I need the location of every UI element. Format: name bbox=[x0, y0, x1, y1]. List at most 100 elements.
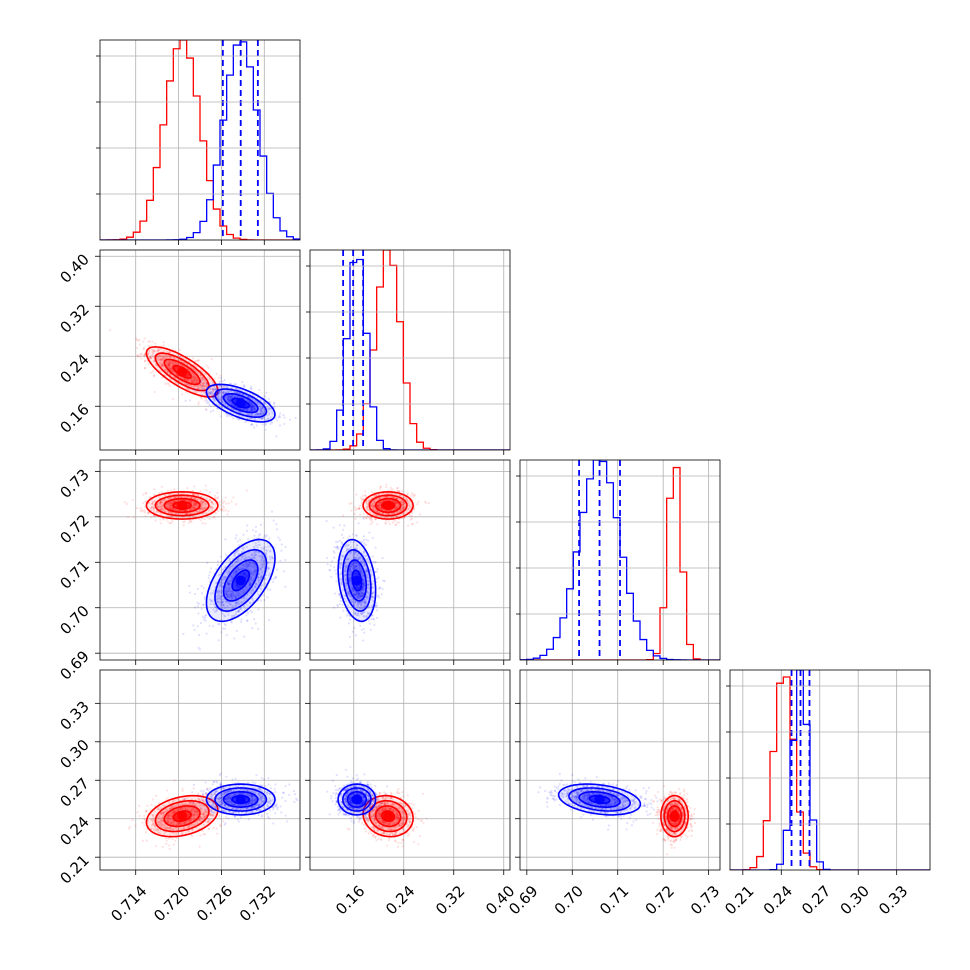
scatter-point bbox=[262, 593, 265, 597]
scatter-point bbox=[201, 616, 204, 619]
scatter-point bbox=[150, 516, 153, 519]
scatter-point bbox=[209, 391, 212, 394]
scatter-point bbox=[251, 611, 254, 614]
scatter-point bbox=[265, 422, 268, 426]
scatter-point bbox=[222, 391, 225, 395]
scatter-point bbox=[160, 358, 163, 362]
scatter-point bbox=[227, 396, 230, 399]
scatter-point bbox=[253, 409, 256, 412]
scatter-point bbox=[205, 382, 208, 385]
scatter-point bbox=[209, 404, 212, 408]
scatter-point bbox=[189, 499, 192, 503]
scatter-point bbox=[238, 415, 241, 418]
scatter-point bbox=[203, 384, 206, 388]
scatter-point bbox=[201, 384, 204, 388]
scatter-point bbox=[220, 395, 223, 398]
scatter-point bbox=[251, 403, 254, 406]
scatter-point bbox=[261, 423, 264, 426]
scatter-point bbox=[199, 490, 202, 493]
scatter-point bbox=[166, 503, 169, 506]
scatter-point bbox=[198, 387, 201, 390]
scatter-point bbox=[197, 504, 200, 507]
scatter-point bbox=[162, 356, 165, 359]
scatter-point bbox=[192, 515, 195, 518]
scatter-point bbox=[146, 353, 150, 356]
scatter-point bbox=[175, 500, 178, 503]
scatter-point bbox=[272, 577, 276, 580]
scatter-point bbox=[205, 385, 209, 388]
scatter-point bbox=[169, 355, 172, 358]
scatter-point bbox=[178, 363, 181, 366]
scatter-point bbox=[184, 377, 187, 381]
scatter-point bbox=[268, 537, 271, 540]
scatter-point bbox=[221, 505, 224, 508]
scatter-point bbox=[198, 517, 201, 521]
scatter-point bbox=[220, 499, 224, 502]
scatter-point bbox=[362, 535, 366, 538]
scatter-point bbox=[253, 407, 256, 410]
scatter-point bbox=[256, 413, 259, 416]
scatter-point bbox=[245, 489, 248, 492]
scatter-point bbox=[268, 407, 271, 410]
scatter-point bbox=[205, 497, 208, 500]
scatter-point bbox=[151, 352, 154, 355]
scatter-point bbox=[200, 500, 203, 503]
scatter-point bbox=[387, 520, 390, 523]
scatter-point bbox=[167, 506, 170, 509]
scatter-point bbox=[264, 424, 267, 427]
scatter-point bbox=[192, 381, 195, 384]
scatter-point bbox=[164, 368, 167, 371]
scatter-point bbox=[147, 511, 151, 515]
scatter-point bbox=[221, 501, 224, 505]
scatter-point bbox=[355, 493, 358, 496]
scatter-point bbox=[190, 496, 193, 500]
scatter-point bbox=[360, 501, 363, 504]
scatter-point bbox=[189, 520, 192, 523]
scatter-point bbox=[261, 407, 264, 410]
scatter-point bbox=[166, 489, 169, 493]
scatter-point bbox=[169, 496, 172, 499]
scatter-point bbox=[199, 384, 202, 387]
scatter-point bbox=[395, 523, 398, 526]
scatter-point bbox=[208, 491, 211, 494]
scatter-point bbox=[140, 352, 143, 356]
scatter-point bbox=[228, 400, 232, 403]
scatter-point bbox=[198, 510, 201, 513]
scatter-point bbox=[370, 491, 374, 494]
scatter-point bbox=[239, 411, 242, 414]
scatter-point bbox=[226, 397, 229, 400]
scatter-point bbox=[261, 406, 264, 409]
scatter-point bbox=[199, 374, 202, 377]
scatter-point bbox=[171, 515, 174, 518]
scatter-point bbox=[201, 504, 204, 507]
scatter-point bbox=[211, 390, 214, 393]
scatter-point bbox=[186, 382, 189, 385]
scatter-point bbox=[202, 507, 205, 510]
scatter-point bbox=[417, 501, 420, 504]
scatter-point bbox=[214, 388, 217, 391]
scatter-point bbox=[251, 417, 254, 420]
scatter-point bbox=[236, 396, 240, 399]
scatter-point bbox=[194, 370, 198, 373]
scatter-point bbox=[215, 372, 218, 376]
scatter-point bbox=[187, 499, 191, 503]
scatter-point bbox=[242, 408, 245, 411]
scatter-point bbox=[152, 350, 156, 353]
scatter-point bbox=[267, 619, 271, 622]
scatter-point bbox=[253, 618, 256, 621]
scatter-point bbox=[209, 506, 212, 509]
scatter-point bbox=[196, 587, 199, 591]
scatter-point bbox=[235, 395, 239, 398]
scatter-point bbox=[181, 364, 184, 367]
scatter-point bbox=[256, 412, 259, 415]
scatter-point bbox=[184, 378, 187, 381]
scatter-point bbox=[212, 625, 215, 628]
scatter-point bbox=[171, 511, 174, 515]
scatter-point bbox=[409, 494, 412, 498]
scatter-point bbox=[164, 510, 167, 513]
scatter-point bbox=[236, 391, 239, 395]
scatter-point bbox=[251, 529, 255, 532]
scatter-point bbox=[161, 504, 164, 507]
scatter-point bbox=[250, 414, 253, 417]
scatter-point bbox=[189, 519, 192, 522]
